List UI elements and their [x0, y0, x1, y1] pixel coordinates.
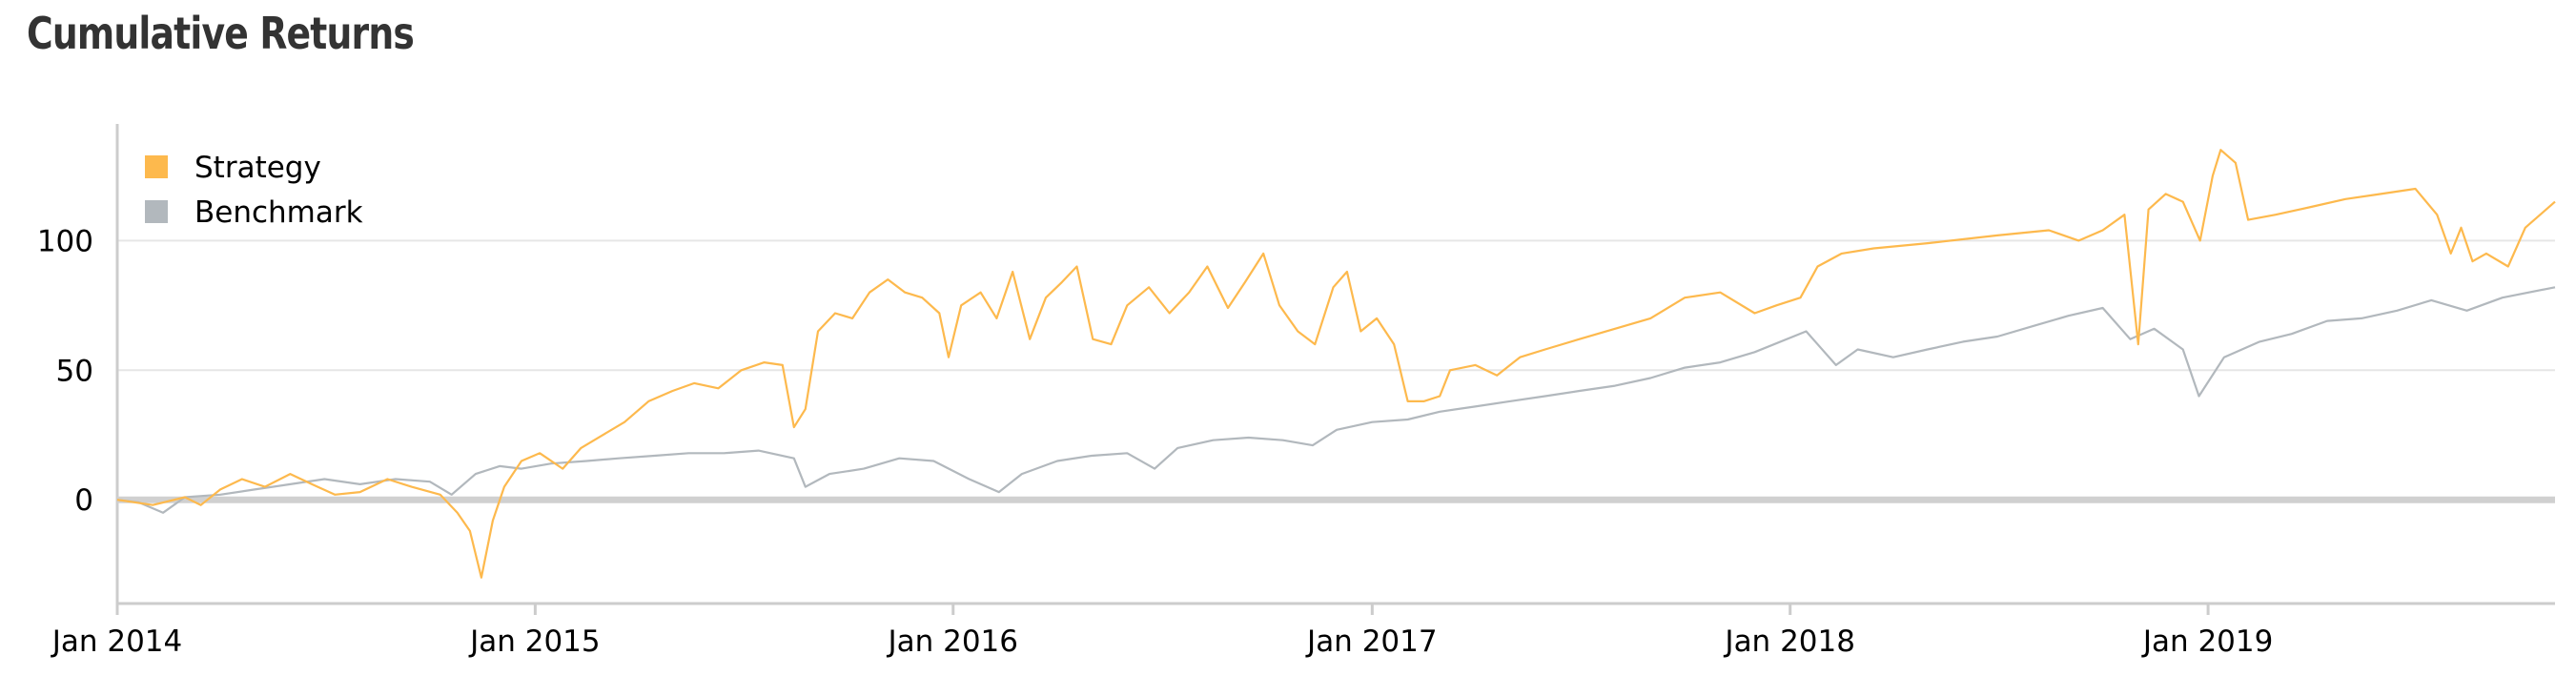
y-tick-label: 50: [56, 354, 93, 388]
grid-lines: [117, 239, 2555, 372]
series-line-benchmark: [116, 286, 2556, 514]
y-tick-label: 0: [74, 483, 93, 518]
legend-swatch-strategy: [145, 155, 168, 178]
series-lines: [116, 149, 2556, 579]
x-tick-label: Jan 2016: [886, 624, 1018, 659]
y-tick-label: 100: [37, 224, 93, 258]
legend-swatch-benchmark: [145, 200, 168, 223]
x-tick-label: Jan 2014: [51, 624, 183, 659]
legend-label-benchmark: Benchmark: [194, 195, 363, 230]
x-tick-label: Jan 2017: [1305, 624, 1438, 659]
x-tick-labels: Jan 2014 Jan 2015 Jan 2016 Jan 2017 Jan 2018…: [51, 604, 2274, 659]
chart-title: Cumulative Returns: [27, 8, 415, 59]
series-line-strategy: [116, 149, 2556, 579]
legend: Strategy Benchmark: [145, 151, 363, 230]
axes: [115, 124, 2555, 605]
x-tick-label: Jan 2019: [2141, 624, 2274, 659]
y-tick-labels: 0 50 100: [37, 224, 93, 518]
x-tick-label: Jan 2015: [468, 624, 601, 659]
legend-label-strategy: Strategy: [194, 151, 321, 185]
x-tick-label: Jan 2018: [1723, 624, 1855, 659]
